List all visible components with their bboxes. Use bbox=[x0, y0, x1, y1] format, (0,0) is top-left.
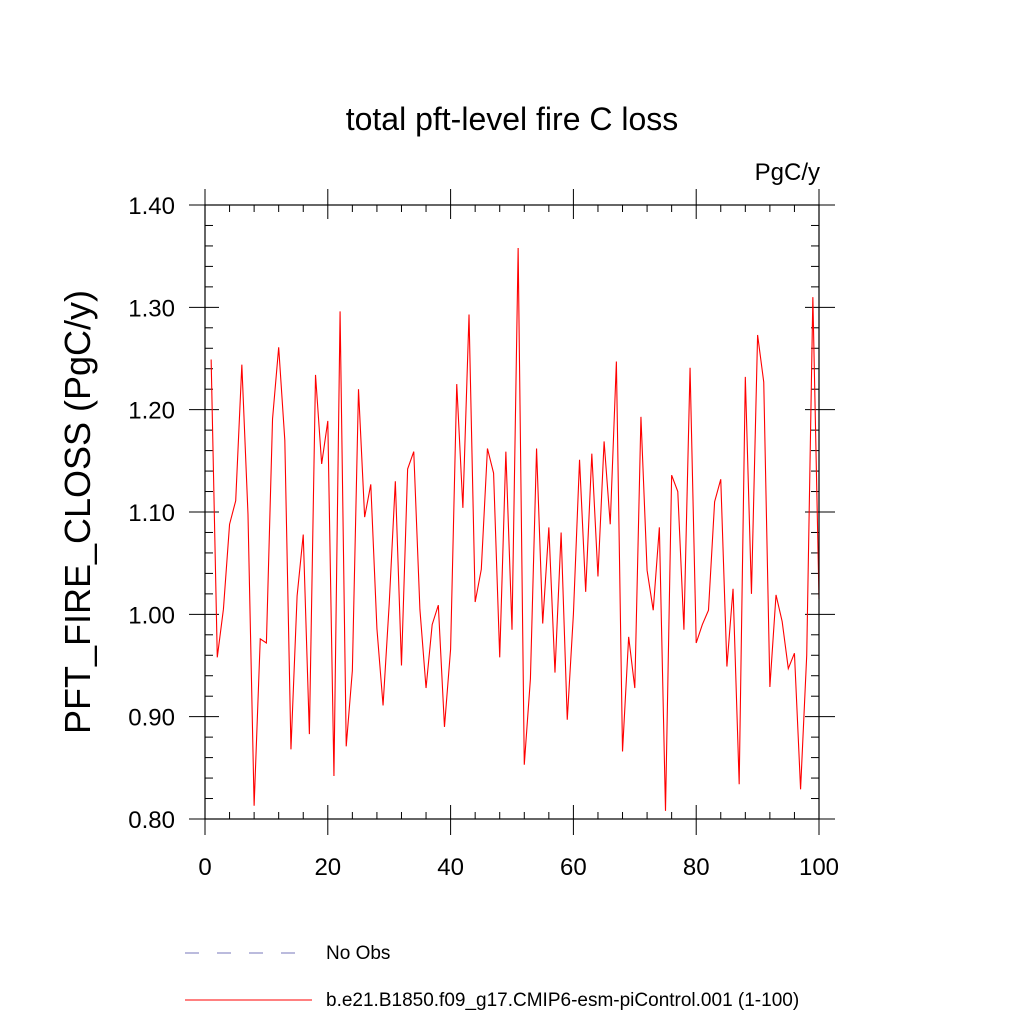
series-layer bbox=[210, 247, 820, 811]
legend-label-no-obs: No Obs bbox=[326, 943, 390, 964]
x-tick-label: 20 bbox=[314, 854, 341, 881]
series-line bbox=[210, 247, 820, 811]
y-tick-label: 0.80 bbox=[128, 807, 175, 834]
units-label: PgC/y bbox=[755, 159, 820, 186]
legend: No Obs b.e21.B1850.f09_g17.CMIP6-esm-piC… bbox=[185, 943, 799, 1011]
x-tick-label: 80 bbox=[683, 854, 710, 881]
tick-labels: 0 20 40 60 80 100 0.80 0.90 1.00 1.10 1.20 1.30 1.40 bbox=[128, 193, 839, 881]
y-axis-label: PFT_FIRE_CLOSS (PgC/y) bbox=[57, 290, 98, 734]
y-tick-label: 1.40 bbox=[128, 193, 175, 220]
chart-title: total pft-level fire C loss bbox=[346, 101, 679, 137]
y-tick-label: 1.00 bbox=[128, 602, 175, 629]
x-tick-label: 40 bbox=[437, 854, 464, 881]
y-tick-label: 1.20 bbox=[128, 398, 175, 425]
legend-label-model-run: b.e21.B1850.f09_g17.CMIP6-esm-piControl.… bbox=[326, 990, 799, 1011]
y-tick-label: 1.30 bbox=[128, 295, 175, 322]
y-tick-label: 0.90 bbox=[128, 705, 175, 732]
y-tick-label: 1.10 bbox=[128, 500, 175, 527]
x-tick-label: 60 bbox=[560, 854, 587, 881]
plot-frame bbox=[204, 204, 820, 820]
x-tick-label: 100 bbox=[799, 854, 839, 881]
x-tick-label: 0 bbox=[198, 854, 211, 881]
